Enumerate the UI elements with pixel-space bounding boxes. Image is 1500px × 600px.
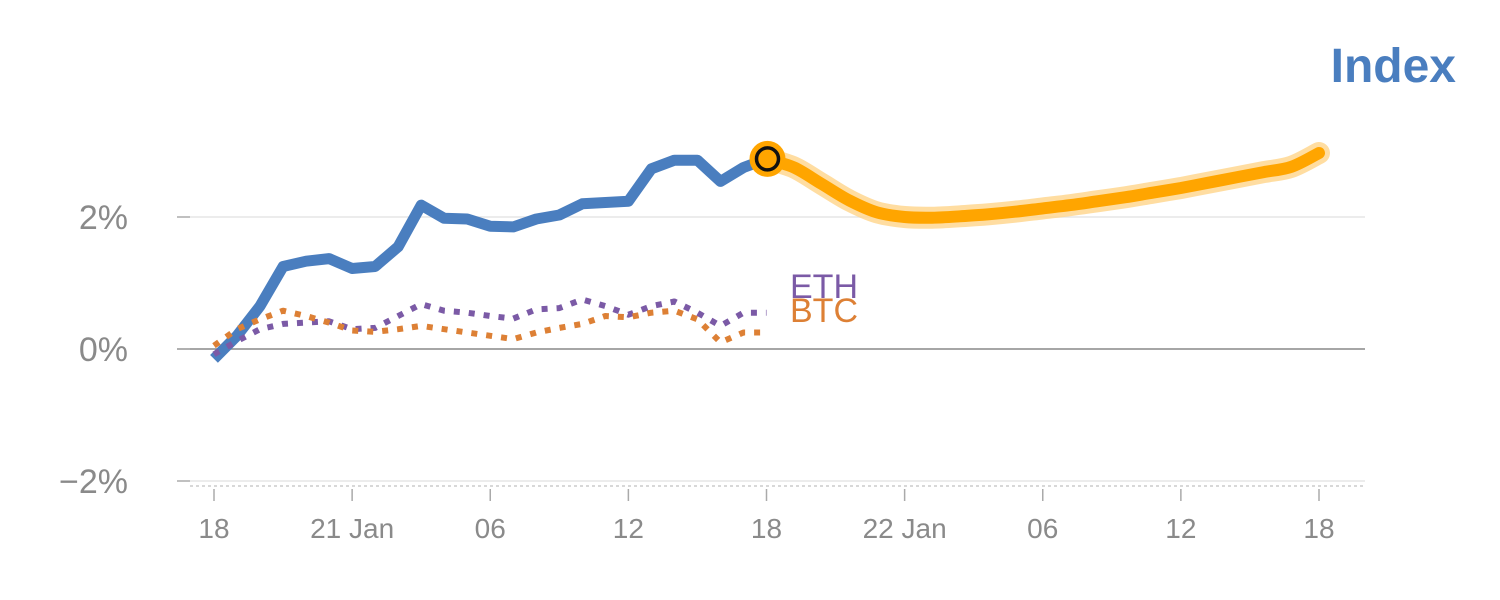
x-tick-label-2: 06 xyxy=(475,513,506,544)
series-line-btc xyxy=(212,307,767,349)
series-label-btc: BTC xyxy=(790,292,858,330)
x-tick-label-5: 22 Jan xyxy=(863,513,947,544)
x-tick-label-6: 06 xyxy=(1027,513,1058,544)
x-tick-label-4: 18 xyxy=(751,513,782,544)
x-tick-label-8: 18 xyxy=(1303,513,1334,544)
series-label-eth: ETH xyxy=(790,268,858,306)
x-tick-label-3: 12 xyxy=(613,513,644,544)
series-line-eth xyxy=(212,296,767,357)
x-tick-label-0: 18 xyxy=(198,513,229,544)
series-line-index xyxy=(210,153,769,363)
y-tick-label-1: 0% xyxy=(79,331,128,369)
x-tick-label-1: 21 Jan xyxy=(310,513,394,544)
series-line-forecast xyxy=(760,147,1325,224)
chart-title: Index xyxy=(1331,40,1457,93)
y-tick-label-2: 2% xyxy=(79,199,128,237)
y-tick-label-0: −2% xyxy=(59,463,128,501)
x-tick-label-7: 12 xyxy=(1165,513,1196,544)
highlight-point xyxy=(754,146,781,172)
